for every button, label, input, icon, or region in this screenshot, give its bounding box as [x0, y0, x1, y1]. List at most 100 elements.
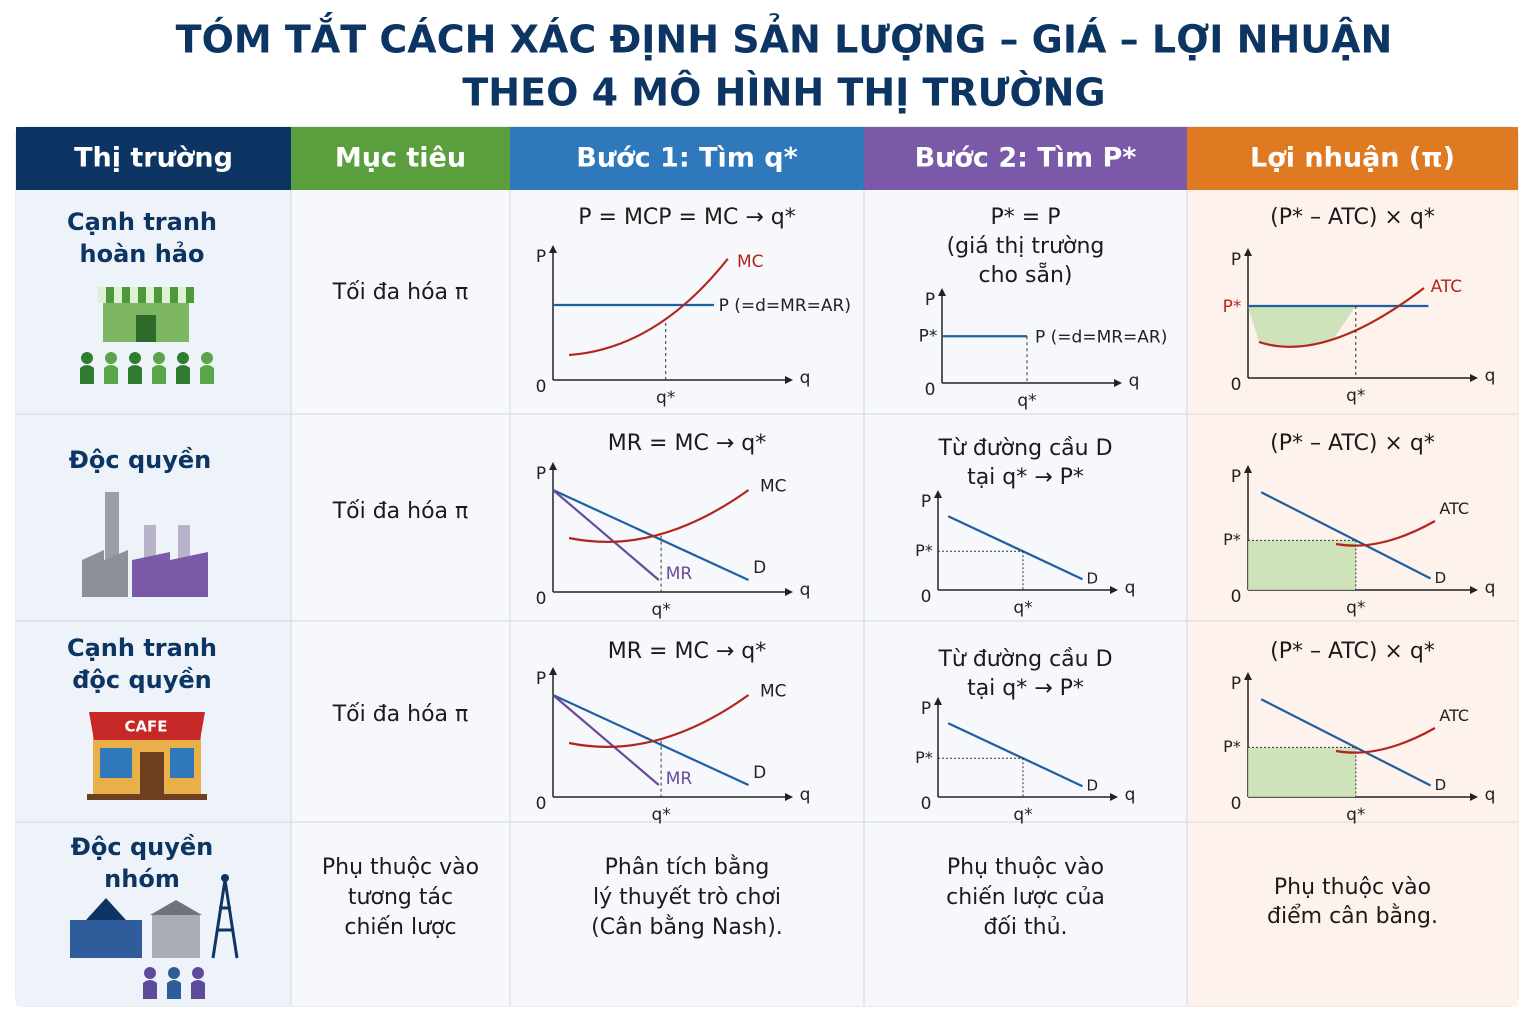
market-name: Độc quyền [71, 833, 213, 861]
arrow [1110, 793, 1118, 801]
icon-building [152, 915, 200, 958]
graph-label: D [1087, 570, 1099, 588]
graph-label: q* [1346, 598, 1365, 618]
header-cell [864, 127, 1187, 190]
arrow [1244, 672, 1252, 680]
market-name: Cạnh tranh [67, 634, 217, 662]
graph-label: 0 [1231, 794, 1242, 814]
graph-label: ATC [1439, 706, 1469, 725]
cell-text: (P* – ATC) × q* [1270, 205, 1435, 230]
icon-factory [132, 552, 208, 597]
graph-label: P (=d=MR=AR) [1035, 327, 1167, 347]
title-line: THEO 4 MÔ HÌNH THỊ TRƯỜNG [462, 71, 1105, 115]
graph-label: q* [1013, 598, 1032, 618]
cell-text: P* = P [991, 205, 1061, 230]
cell-text: MR = MC → q* [608, 431, 766, 456]
graph-label: 0 [921, 587, 932, 607]
icon-window [170, 748, 194, 778]
goal-text: Tối đa hóa π [332, 280, 469, 305]
goal-text: chiến lược [344, 915, 456, 940]
cell-text: MR = MC → q* [608, 639, 766, 664]
icon-awning [114, 287, 122, 303]
icon-person [200, 365, 214, 384]
icon-person [176, 365, 190, 384]
graph-label: D [1435, 569, 1447, 587]
graph-label: D [753, 558, 766, 578]
graph-label: q* [1346, 805, 1365, 825]
graph-label: D [1087, 777, 1099, 795]
graph-label: 0 [536, 794, 547, 814]
arrow [1244, 465, 1252, 473]
cell-text: Từ đường cầu D [937, 436, 1112, 461]
market-name: nhóm [104, 865, 180, 893]
graph-label: ATC [1439, 499, 1469, 518]
profit-area [1248, 747, 1356, 797]
icon-door [136, 315, 156, 342]
cell-text: Từ đường cầu D [937, 647, 1112, 672]
header-cell [16, 127, 291, 190]
cell-text: đối thủ. [983, 915, 1067, 940]
icon-label: CAFE [124, 718, 167, 736]
cell-text: điểm cân bằng. [1267, 904, 1438, 929]
icon-person [201, 352, 213, 364]
arrow [938, 288, 946, 296]
graph-label: P* [1223, 530, 1241, 549]
icon-person [105, 352, 117, 364]
column-bg [1187, 190, 1518, 1006]
icon-awning [98, 287, 106, 303]
graph-label: 0 [536, 589, 547, 609]
cell-text: (P* – ATC) × q* [1270, 431, 1435, 456]
profit-area [1248, 306, 1356, 347]
arrow [1244, 248, 1252, 256]
graph-label: 0 [1231, 375, 1242, 395]
graph-label: q [1129, 371, 1140, 391]
market-name: độc quyền [72, 666, 212, 694]
d-line [552, 694, 749, 786]
graph-label: q* [1346, 386, 1365, 406]
cell-text: chiến lược của [946, 885, 1105, 910]
graph-label: q* [651, 600, 670, 620]
arrow [1470, 374, 1478, 382]
icon-base [87, 794, 207, 800]
graph-label: q [1485, 785, 1496, 805]
graph-label: q [800, 368, 811, 388]
icon-person [143, 980, 157, 999]
graph-label: 0 [921, 794, 932, 814]
goal-text: tương tác [348, 885, 453, 910]
column-bg [864, 190, 1187, 1006]
graph-label: P* [919, 326, 938, 346]
header-cell [1187, 127, 1518, 190]
goal-text: Tối đa hóa π [332, 499, 469, 524]
arrow [934, 490, 942, 498]
icon-factory [178, 525, 190, 560]
icon-awning [162, 287, 170, 303]
market-name: Độc quyền [69, 446, 211, 474]
graph-label: D [753, 763, 766, 783]
icon-person [80, 365, 94, 384]
header-label: Bước 2: Tìm P* [915, 143, 1137, 174]
icon-person [191, 980, 205, 999]
cell-text: tại q* → P* [967, 676, 1084, 701]
header-cell [291, 127, 510, 190]
arrow [549, 462, 557, 470]
icon-factory [144, 525, 156, 560]
graph-label: P (=d=MR=AR) [719, 296, 851, 316]
d-line [1260, 698, 1432, 787]
graph-label: P [536, 247, 546, 267]
mr-line [552, 694, 660, 786]
arrow [1470, 586, 1478, 594]
profit-area [1248, 540, 1356, 590]
graph-label: q [1485, 366, 1496, 386]
cell-text: tại q* → P* [967, 465, 1084, 490]
goal-text: Phụ thuộc vào [322, 855, 479, 880]
icon-building [70, 920, 142, 958]
graph-label: q* [656, 388, 675, 408]
mc-curve [568, 694, 750, 748]
graph-label: P [921, 699, 931, 719]
d-line [1260, 491, 1432, 580]
icon-person [81, 352, 93, 364]
graph-label: MC [760, 476, 787, 496]
d-line [552, 489, 749, 581]
arrow [785, 376, 793, 384]
